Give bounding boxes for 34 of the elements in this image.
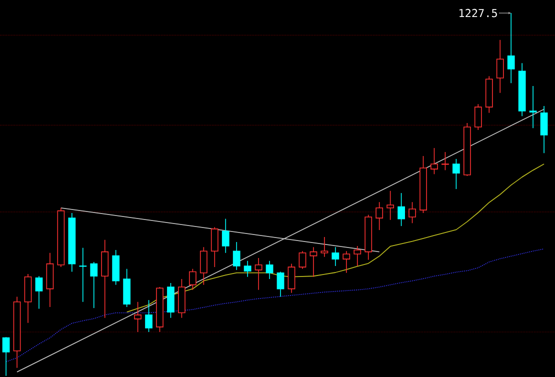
candlestick xyxy=(452,158,460,190)
candlestick xyxy=(2,336,10,376)
candlestick xyxy=(354,246,362,266)
candlestick xyxy=(376,202,384,230)
candlestick xyxy=(79,247,87,302)
candlestick xyxy=(210,226,218,268)
candlestick xyxy=(188,268,196,290)
candlestick xyxy=(200,246,208,286)
candlestick xyxy=(145,300,152,332)
candlestick xyxy=(408,202,416,224)
candlestick xyxy=(320,236,328,258)
candlestick xyxy=(276,271,284,298)
annotation: 1227.5 xyxy=(460,8,497,18)
candlestick xyxy=(244,260,252,278)
candlestick xyxy=(298,250,306,270)
candlestick xyxy=(266,260,274,280)
candlestick xyxy=(332,246,340,266)
candlestick xyxy=(496,40,504,94)
candlestick xyxy=(288,263,296,294)
candlestick xyxy=(386,190,394,220)
candlestick xyxy=(342,250,350,274)
candlestick xyxy=(254,258,262,290)
candlestick xyxy=(398,192,405,226)
candlestick xyxy=(529,86,537,128)
candlestick xyxy=(232,242,240,270)
candlestick xyxy=(90,262,98,308)
candlestick xyxy=(540,106,548,154)
candlestick xyxy=(474,104,482,130)
candlestick xyxy=(442,152,449,171)
candlestick xyxy=(134,301,142,332)
candlestick xyxy=(310,246,318,278)
candlestick xyxy=(430,148,438,175)
candlestick xyxy=(35,276,43,310)
candlestick xyxy=(222,218,230,254)
